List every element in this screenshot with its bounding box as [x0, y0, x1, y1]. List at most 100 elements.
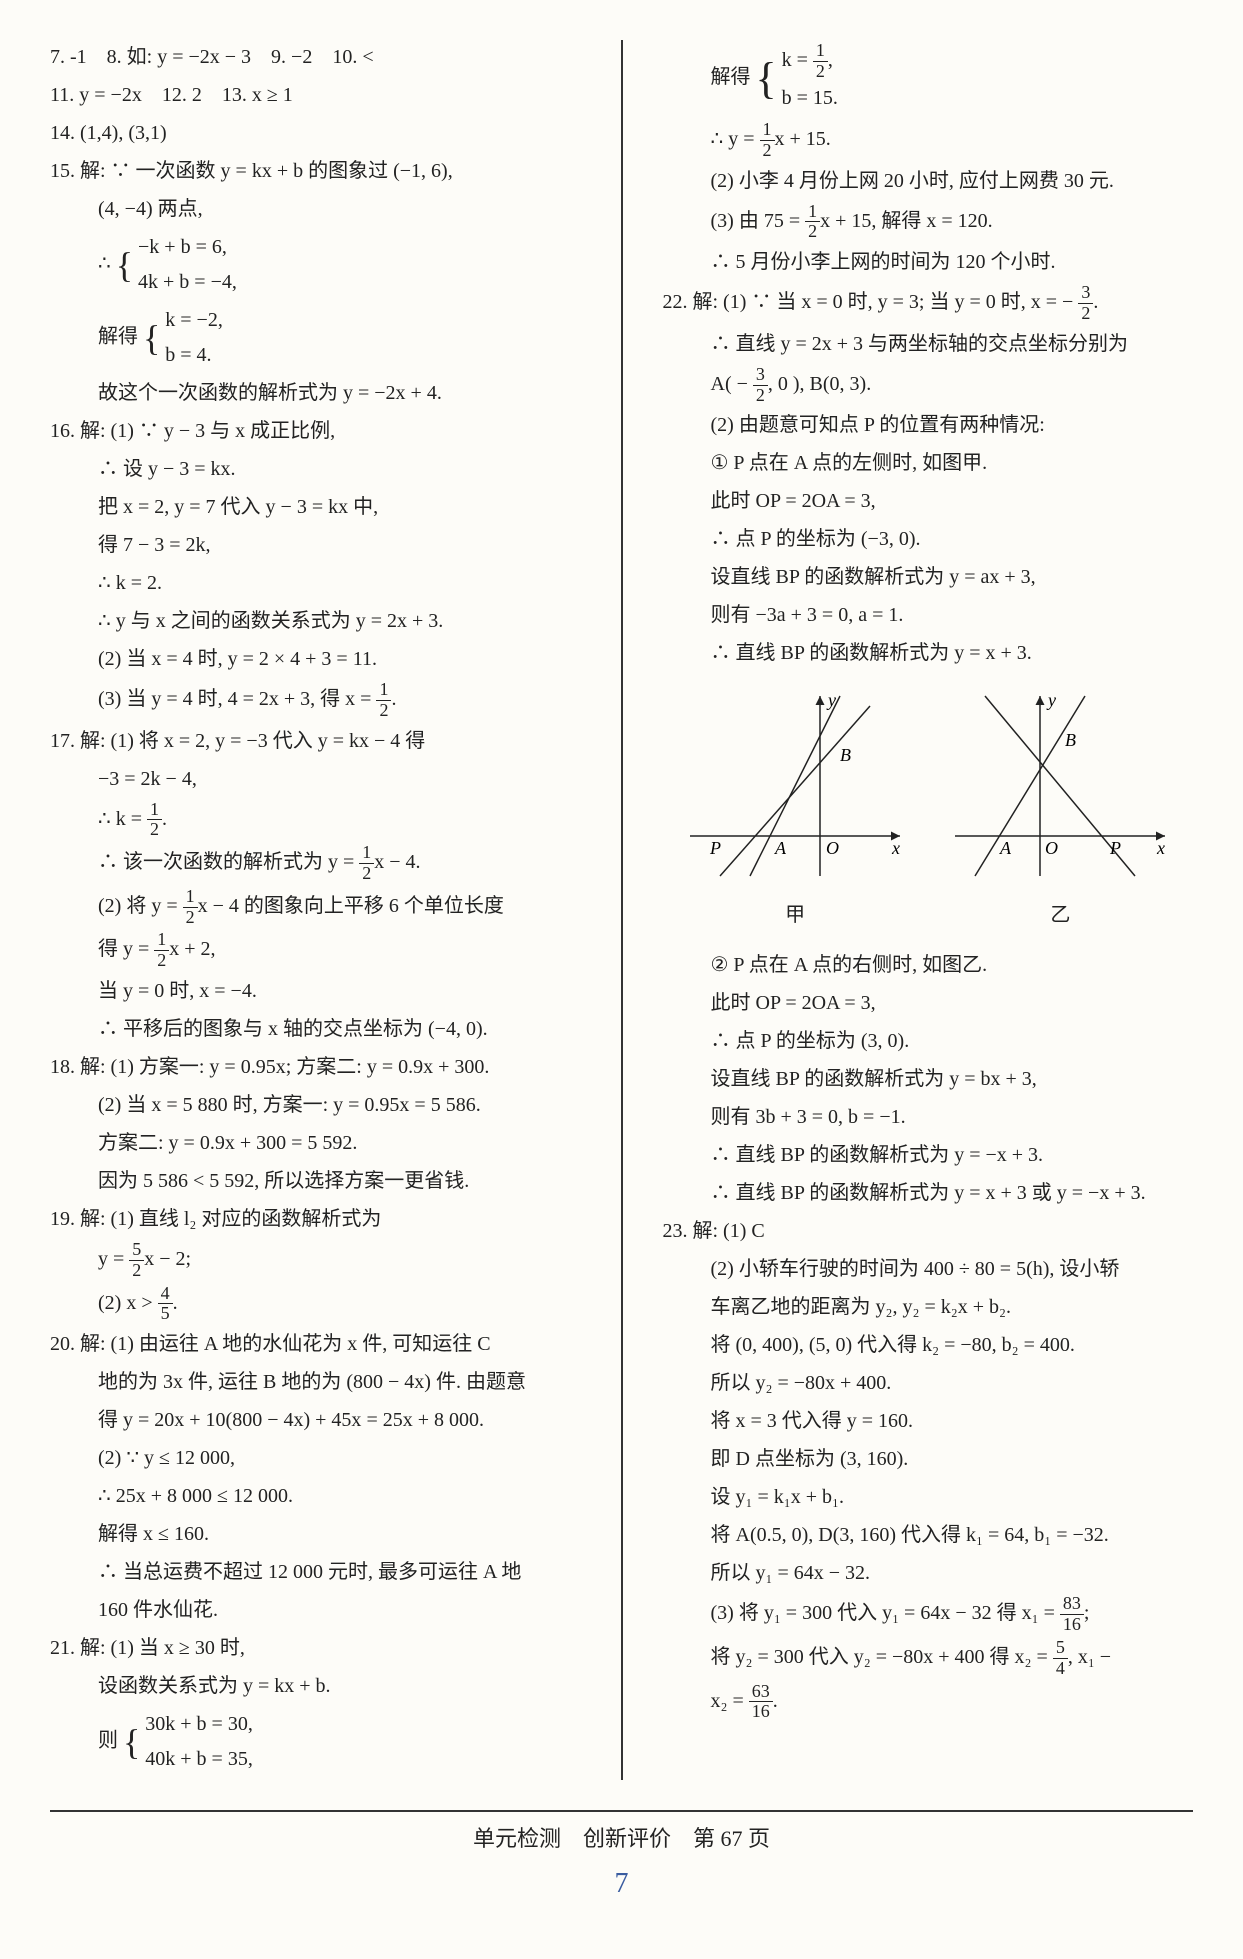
q18-l3: 方案二: y = 0.9x + 300 = 5 592. — [50, 1126, 581, 1161]
q23-l3: 车离乙地的距离为 y₂, y₂ = k₂x + b₂. — [663, 1290, 1194, 1325]
yi-caption: 乙 — [945, 898, 1175, 933]
q19-l2: y = 52x − 2; — [50, 1240, 581, 1281]
text: ∴ 该一次函数的解析式为 y = — [98, 851, 359, 873]
text: . — [773, 1689, 778, 1711]
page: 7. -1 8. 如: y = −2x − 3 9. −2 10. < 11. … — [50, 40, 1193, 1780]
q22-l8: 设直线 BP 的函数解析式为 y = ax + 3, — [663, 560, 1194, 595]
therefore: ∴ — [98, 253, 116, 275]
right-column: 解得 { k = 12, b = 15. ∴ y = 12x + 15. (2)… — [663, 40, 1194, 1780]
frac-half: 12 — [813, 41, 828, 82]
frac-63-16: 6316 — [749, 1682, 773, 1723]
q22-l2: ∴ 直线 y = 2x + 3 与两坐标轴的交点坐标分别为 — [663, 327, 1194, 362]
frac-half: 12 — [805, 202, 820, 243]
column-divider — [621, 40, 623, 1780]
q20-l3: 得 y = 20x + 10(800 − 4x) + 45x = 25x + 8… — [50, 1403, 581, 1438]
q21-l1: 21. 解: (1) 当 x ≥ 30 时, — [50, 1631, 581, 1666]
q21-brace: 则 { 30k + b = 30, 40k + b = 35, — [50, 1707, 581, 1777]
text: , 0 ), B(0, 3). — [768, 373, 871, 395]
q16-l7: (2) 当 x = 4 时, y = 2 × 4 + 3 = 11. — [50, 642, 581, 677]
ans-7-10: 7. -1 8. 如: y = −2x − 3 9. −2 10. < — [50, 40, 581, 75]
frac-half: 12 — [154, 930, 169, 971]
frac-3-2: 32 — [1078, 283, 1093, 324]
footer-text: 单元检测 创新评价 第 67 页 — [473, 1826, 770, 1851]
P-label: P — [1109, 838, 1121, 858]
x-label: x — [891, 838, 900, 858]
eq-bot: b = 15. — [782, 81, 838, 116]
text: . — [173, 1291, 178, 1313]
text: ∴ y = — [711, 128, 760, 150]
q19-l3: (2) x > 45. — [50, 1284, 581, 1325]
q20-l6: 解得 x ≤ 160. — [50, 1517, 581, 1552]
frac-half: 12 — [359, 843, 374, 884]
text: x₂ = — [711, 1689, 749, 1711]
q23-l1: 23. 解: (1) C — [663, 1214, 1194, 1249]
frac-half: 12 — [376, 680, 391, 721]
text: ; — [1084, 1602, 1090, 1624]
q23-l8: 设 y₁ = k₁x + b₁. — [663, 1480, 1194, 1515]
q18-l4: 因为 5 586 < 5 592, 所以选择方案一更省钱. — [50, 1164, 581, 1199]
q15-l2: (4, −4) 两点, — [50, 192, 581, 227]
text: ∴ k = — [98, 807, 147, 829]
B-label: B — [840, 745, 851, 765]
diagram-jia: y x B P A O 甲 — [680, 686, 910, 933]
q19-l1: 19. 解: (1) 直线 l₂ 对应的函数解析式为 — [50, 1202, 581, 1237]
diagrams: y x B P A O 甲 y — [663, 686, 1194, 933]
q23-l6: 将 x = 3 代入得 y = 160. — [663, 1404, 1194, 1439]
q17-l2: −3 = 2k − 4, — [50, 762, 581, 797]
brace-icon: { — [116, 234, 133, 297]
q15-brace2: 解得 { k = −2, b = 4. — [50, 303, 581, 373]
diagram-yi: y x B P A O 乙 — [945, 686, 1175, 933]
text: x − 4. — [374, 851, 420, 873]
text: y = — [98, 1248, 129, 1270]
text: 22. 解: (1) ∵ 当 x = 0 时, y = 3; 当 y = 0 时… — [663, 291, 1079, 313]
text: . — [1093, 291, 1098, 313]
q22-l17: 此时 OP = 2OA = 3, — [663, 986, 1194, 1021]
frac-half: 12 — [760, 120, 775, 161]
q22-l18: ∴ 点 P 的坐标为 (3, 0). — [663, 1024, 1194, 1059]
q17-l1: 17. 解: (1) 将 x = 2, y = −3 代入 y = kx − 4… — [50, 724, 581, 759]
q20-l8: 160 件水仙花. — [50, 1593, 581, 1628]
frac-3-2: 32 — [753, 365, 768, 406]
B-label: B — [1065, 730, 1076, 750]
q23-l9: 将 A(0.5, 0), D(3, 160) 代入得 k₁ = 64, b₁ =… — [663, 1518, 1194, 1553]
A-label: A — [774, 838, 787, 858]
text: x + 15, 解得 x = 120. — [820, 209, 993, 231]
q20-l4: (2) ∵ y ≤ 12 000, — [50, 1441, 581, 1476]
ans-14: 14. (1,4), (3,1) — [50, 116, 581, 151]
q20-l7: ∴ 当总运费不超过 12 000 元时, 最多可运往 A 地 — [50, 1555, 581, 1590]
q21-r3: (2) 小李 4 月份上网 20 小时, 应付上网费 30 元. — [663, 164, 1194, 199]
y-label: y — [1046, 690, 1056, 710]
q17-l8: ∴ 平移后的图象与 x 轴的交点坐标为 (−4, 0). — [50, 1012, 581, 1047]
q23-l11: (3) 将 y₁ = 300 代入 y₁ = 64x − 32 得 x₁ = 8… — [663, 1594, 1194, 1635]
q20-l1: 20. 解: (1) 由运往 A 地的水仙花为 x 件, 可知运往 C — [50, 1327, 581, 1362]
then-label: 则 — [98, 1730, 118, 1752]
eq-bot: 4k + b = −4, — [138, 265, 237, 300]
ans-11-13: 11. y = −2x 12. 2 13. x ≥ 1 — [50, 78, 581, 113]
text: x + 2, — [169, 938, 215, 960]
q22-l6: 此时 OP = 2OA = 3, — [663, 484, 1194, 519]
q23-l13: x₂ = 6316. — [663, 1682, 1194, 1723]
q22-l10: ∴ 直线 BP 的函数解析式为 y = x + 3. — [663, 636, 1194, 671]
frac-half: 12 — [183, 887, 198, 928]
x-label: x — [1156, 838, 1165, 858]
q15-l8: 故这个一次函数的解析式为 y = −2x + 4. — [50, 376, 581, 411]
eq-bot: b = 4. — [165, 338, 223, 373]
eq-top: k = −2, — [165, 303, 223, 338]
q17-l3: ∴ k = 12. — [50, 800, 581, 841]
q21-r5: ∴ 5 月份小李上网的时间为 120 个小时. — [663, 245, 1194, 280]
O-label: O — [826, 838, 839, 858]
eq-top: −k + b = 6, — [138, 230, 237, 265]
text: (3) 将 y₁ = 300 代入 y₁ = 64x − 32 得 x₁ = — [711, 1602, 1060, 1624]
q21-r1: 解得 { k = 12, b = 15. — [663, 40, 1194, 117]
graph-jia-svg: y x B P A O — [680, 686, 910, 886]
page-footer: 单元检测 创新评价 第 67 页 — [50, 1810, 1193, 1859]
q22-l9: 则有 −3a + 3 = 0, a = 1. — [663, 598, 1194, 633]
brace-icon: { — [756, 40, 777, 117]
text: x − 2; — [144, 1248, 191, 1270]
q18-l2: (2) 当 x = 5 880 时, 方案一: y = 0.95x = 5 58… — [50, 1088, 581, 1123]
q15-l1: 15. 解: ∵ 一次函数 y = kx + b 的图象过 (−1, 6), — [50, 154, 581, 189]
q23-l10: 所以 y₁ = 64x − 32. — [663, 1556, 1194, 1591]
q16-l1: 16. 解: (1) ∵ y − 3 与 x 成正比例, — [50, 414, 581, 449]
q22-l7: ∴ 点 P 的坐标为 (−3, 0). — [663, 522, 1194, 557]
text: , x₁ − — [1068, 1646, 1111, 1668]
